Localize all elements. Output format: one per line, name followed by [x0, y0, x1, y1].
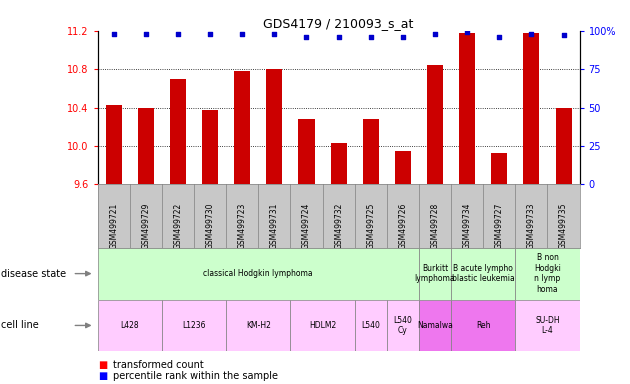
Point: [173, 31, 183, 37]
Text: SU-DH
L-4: SU-DH L-4: [535, 316, 560, 335]
Bar: [395, 151, 411, 184]
Bar: [427, 65, 443, 184]
Point: [334, 34, 344, 40]
Point: [270, 31, 280, 37]
Bar: [106, 104, 122, 184]
Text: HDLM2: HDLM2: [309, 321, 336, 330]
Bar: [387, 300, 419, 351]
Point: [398, 34, 408, 40]
Bar: [491, 153, 507, 184]
Text: disease state: disease state: [1, 268, 66, 279]
Bar: [98, 248, 419, 300]
Bar: [451, 300, 515, 351]
Bar: [419, 248, 451, 300]
Bar: [138, 108, 154, 184]
Bar: [299, 119, 314, 184]
Bar: [515, 248, 580, 300]
Bar: [170, 79, 186, 184]
Title: GDS4179 / 210093_s_at: GDS4179 / 210093_s_at: [263, 17, 414, 30]
Bar: [331, 143, 346, 184]
Bar: [234, 71, 250, 184]
Text: cell line: cell line: [1, 320, 39, 331]
Text: B non
Hodgki
n lymp
homa: B non Hodgki n lymp homa: [534, 253, 561, 294]
Point: [238, 31, 248, 37]
Bar: [524, 33, 539, 184]
Bar: [451, 248, 515, 300]
Point: [559, 32, 569, 38]
Bar: [363, 119, 379, 184]
Text: L1236: L1236: [182, 321, 206, 330]
Text: Namalwa: Namalwa: [417, 321, 453, 330]
Text: ■: ■: [98, 371, 107, 381]
Point: [462, 29, 472, 35]
Point: [495, 34, 505, 40]
Point: [108, 31, 118, 37]
Bar: [226, 300, 290, 351]
Text: ■: ■: [98, 360, 107, 370]
Bar: [515, 300, 580, 351]
Text: L428: L428: [120, 321, 139, 330]
Point: [366, 34, 376, 40]
Bar: [98, 300, 162, 351]
Text: percentile rank within the sample: percentile rank within the sample: [113, 371, 278, 381]
Bar: [419, 300, 451, 351]
Bar: [459, 33, 475, 184]
Bar: [290, 300, 355, 351]
Text: L540
Cy: L540 Cy: [394, 316, 412, 335]
Text: KM-H2: KM-H2: [246, 321, 271, 330]
Text: B acute lympho
blastic leukemia: B acute lympho blastic leukemia: [452, 264, 515, 283]
Point: [430, 31, 440, 37]
Point: [527, 31, 537, 37]
Bar: [266, 69, 282, 184]
Bar: [355, 300, 387, 351]
Point: [141, 31, 151, 37]
Text: Burkitt
lymphoma: Burkitt lymphoma: [415, 264, 455, 283]
Text: L540: L540: [362, 321, 380, 330]
Bar: [162, 300, 226, 351]
Bar: [556, 108, 571, 184]
Bar: [202, 111, 218, 184]
Text: transformed count: transformed count: [113, 360, 204, 370]
Point: [205, 31, 215, 37]
Text: classical Hodgkin lymphoma: classical Hodgkin lymphoma: [203, 269, 313, 278]
Text: Reh: Reh: [476, 321, 491, 330]
Point: [302, 34, 312, 40]
